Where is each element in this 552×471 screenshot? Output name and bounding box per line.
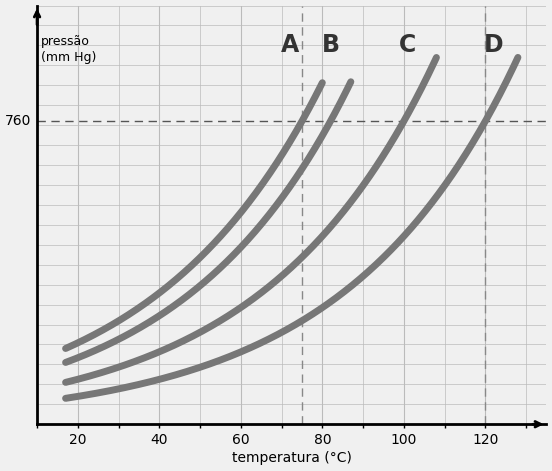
Text: A: A (280, 33, 299, 57)
Text: C: C (399, 33, 417, 57)
Text: D: D (484, 33, 503, 57)
Text: pressão
(mm Hg): pressão (mm Hg) (41, 35, 97, 64)
Text: B: B (321, 33, 339, 57)
X-axis label: temperatura (°C): temperatura (°C) (232, 451, 352, 465)
Text: 760: 760 (4, 114, 31, 128)
